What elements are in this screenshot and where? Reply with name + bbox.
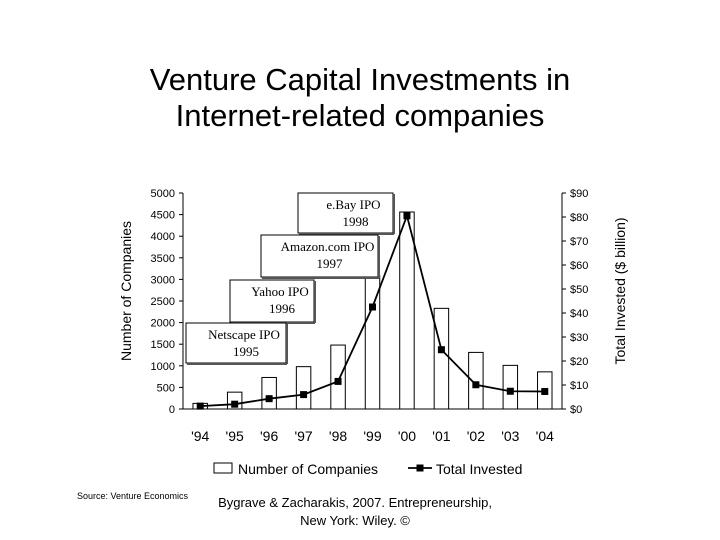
annotation-label-line-2: 1995: [233, 344, 259, 359]
bar: [295, 366, 312, 410]
left-axis-tick-label: 500: [157, 382, 175, 394]
annotation-label-line-1: e.Bay IPO: [326, 197, 380, 212]
right-axis-title: Total Invested ($ billion): [612, 217, 628, 364]
right-axis-tick-label: $70: [570, 236, 588, 248]
chart-title: Venture Capital Investments in Internet-…: [60, 62, 660, 134]
total-invested-point: [472, 381, 480, 389]
bar: [399, 211, 415, 410]
left-axis-tick-label: 3500: [151, 253, 175, 265]
bar: [261, 376, 277, 410]
x-tick-label: '00: [398, 428, 416, 444]
source-note: Source: Venture Economics: [77, 491, 189, 501]
x-tick-label: '97: [294, 428, 312, 444]
right-axis-tick-label: $20: [570, 356, 588, 368]
annotation-box: [260, 234, 379, 278]
total-invested-point: [334, 377, 342, 385]
total-invested-point: [437, 346, 445, 354]
bar: [433, 307, 450, 410]
annotation-box: [297, 192, 394, 234]
annotation-label-line-2: 1997: [317, 256, 344, 271]
x-tick-label: '01: [432, 428, 450, 444]
total-invested-point: [506, 387, 514, 395]
x-tick-label: '04: [536, 428, 554, 444]
total-invested-point: [369, 303, 376, 311]
annotation-box: [229, 279, 315, 323]
left-axis-tick-label: 3000: [151, 274, 175, 286]
left-axis-tick-label: 5000: [151, 188, 175, 200]
annotation-label-line-1: Yahoo IPO: [251, 284, 309, 299]
x-tick-label: '99: [363, 428, 381, 444]
annotation-label-line-1: Amazon.com IPO: [281, 239, 375, 254]
right-axis-tick-label: $40: [570, 308, 588, 320]
total-invested-point: [231, 400, 239, 408]
total-invested-point: [196, 402, 204, 410]
chart-title-line-2: Internet-related companies: [175, 98, 545, 133]
left-axis-tick-label: 2000: [151, 318, 175, 330]
right-axis-tick-label: $80: [570, 212, 588, 224]
right-axis-tick-label: $60: [570, 260, 588, 272]
legend-label-total-invested: Total Invested: [436, 461, 522, 477]
annotation-label-line-1: Netscape IPO: [208, 327, 280, 342]
left-axis-tick-label: 0: [169, 404, 175, 416]
legend-line-marker: [416, 464, 424, 472]
bar: [330, 344, 346, 410]
x-tick-label: '95: [226, 428, 244, 444]
credit-line-2: New York: Wiley. ©: [300, 513, 410, 528]
annotation-label-line-2: 1996: [269, 301, 296, 316]
left-axis-tick-label: 2500: [151, 296, 175, 308]
total-invested-point: [300, 391, 308, 399]
bar: [502, 364, 519, 410]
left-axis-tick-label: 4500: [151, 210, 175, 222]
right-axis-tick-label: $10: [570, 380, 588, 392]
right-axis-tick-label: $50: [570, 284, 588, 296]
annotation-label-line-2: 1998: [343, 214, 369, 229]
annotation-box: [185, 322, 287, 364]
chart-title-line-1: Venture Capital Investments in: [149, 62, 571, 97]
right-axis-tick-label: $0: [570, 404, 582, 416]
x-tick-label: '03: [501, 428, 519, 444]
x-tick-label: '02: [467, 428, 485, 444]
x-tick-label: '94: [191, 428, 209, 444]
right-axis-tick-label: $30: [570, 332, 588, 344]
credit-note: Bygrave & Zacharakis, 2007. Entrepreneur…: [200, 494, 510, 530]
credit-line-1: Bygrave & Zacharakis, 2007. Entrepreneur…: [218, 495, 492, 510]
total-invested-point: [265, 395, 273, 403]
x-tick-label: '98: [329, 428, 347, 444]
total-invested-point: [403, 212, 411, 220]
left-axis-tick-label: 1000: [151, 361, 175, 373]
bar: [468, 351, 484, 410]
left-axis-tick-label: 4000: [151, 231, 175, 243]
left-axis-title: Number of Companies: [118, 221, 134, 361]
total-invested-point: [541, 387, 549, 395]
legend-label-number-of-companies: Number of Companies: [238, 461, 378, 477]
left-axis-tick-label: 1500: [151, 339, 175, 351]
right-axis-tick-label: $90: [570, 188, 588, 200]
x-tick-label: '96: [260, 428, 278, 444]
legend-bar-swatch: [213, 462, 233, 474]
